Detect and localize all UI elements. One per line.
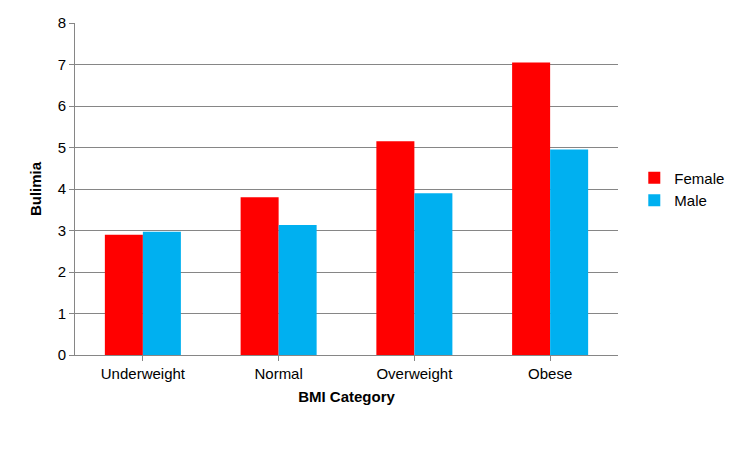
svg-text:Male: Male [674, 192, 707, 209]
svg-text:5: 5 [58, 139, 66, 156]
svg-text:3: 3 [58, 222, 66, 239]
svg-text:Bulimia: Bulimia [27, 161, 44, 216]
svg-text:7: 7 [58, 56, 66, 73]
svg-text:0: 0 [58, 346, 66, 363]
svg-text:Normal: Normal [254, 365, 302, 382]
svg-text:4: 4 [58, 180, 66, 197]
svg-text:6: 6 [58, 97, 66, 114]
svg-text:1: 1 [58, 305, 66, 322]
svg-text:8: 8 [58, 14, 66, 31]
svg-text:Overweight: Overweight [376, 365, 453, 382]
svg-text:BMI Category: BMI Category [298, 388, 395, 405]
svg-text:Female: Female [674, 170, 724, 187]
svg-text:Underweight: Underweight [101, 365, 186, 382]
svg-text:2: 2 [58, 263, 66, 280]
svg-text:Obese: Obese [528, 365, 572, 382]
